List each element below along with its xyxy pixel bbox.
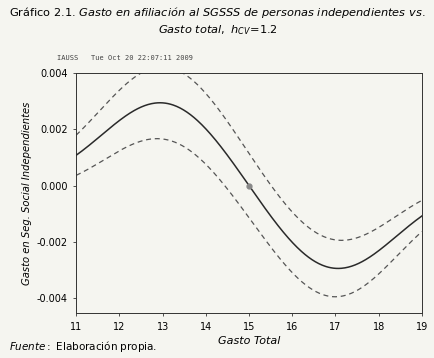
X-axis label: Gasto Total: Gasto Total [217,336,279,346]
Y-axis label: Gasto en Seg. Social Independientes: Gasto en Seg. Social Independientes [23,102,33,285]
Text: Gráfico 2.1. $\mathit{Gasto\ en\ afiliación\ al\ SGSSS\ de\ personas\ independie: Gráfico 2.1. $\mathit{Gasto\ en\ afiliac… [9,5,425,20]
Text: IAUSS   Tue Oct 20 22:07:11 2009: IAUSS Tue Oct 20 22:07:11 2009 [56,55,192,62]
Text: $\mathit{Fuente:}$ Elaboración propia.: $\mathit{Fuente:}$ Elaboración propia. [9,339,157,354]
Text: $\mathit{Gasto\ total,\ h_{CV}\!=\!1.2}$: $\mathit{Gasto\ total,\ h_{CV}\!=\!1.2}$ [158,23,276,37]
